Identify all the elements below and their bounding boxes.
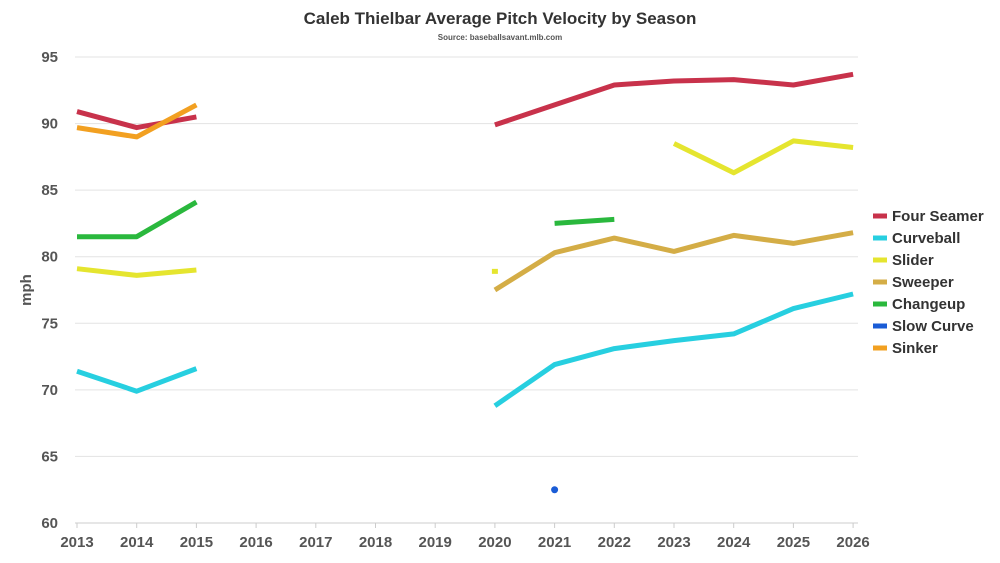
x-tick-label: 2020 <box>478 534 511 551</box>
y-tick-label: 95 <box>41 49 58 66</box>
legend: Four Seamer Curveball Slider Sweeper Changeu… <box>873 208 984 357</box>
series-group <box>76 71 854 494</box>
x-tick-label: 2022 <box>598 534 631 551</box>
legend-label: Sweeper <box>892 274 954 291</box>
legend-label: Slider <box>892 252 934 269</box>
series-line-curveball <box>76 366 198 394</box>
x-tick-label: 2026 <box>836 534 869 551</box>
x-tick-label: 2013 <box>60 534 93 551</box>
y-tick-label: 80 <box>41 249 58 266</box>
x-tick-label: 2023 <box>657 534 690 551</box>
x-tick-label: 2015 <box>180 534 213 551</box>
x-tick-label: 2016 <box>239 534 272 551</box>
x-tick-label: 2024 <box>717 534 751 551</box>
x-tick-label: 2019 <box>419 534 452 551</box>
series-line-changeup <box>554 216 615 226</box>
series-line-sinker <box>76 102 198 140</box>
legend-label: Curveball <box>892 230 960 247</box>
y-tick-label: 60 <box>41 515 58 532</box>
x-tick-label: 2025 <box>777 534 810 551</box>
legend-label: Sinker <box>892 340 938 357</box>
legend-label: Four Seamer <box>892 208 984 225</box>
y-tick-label: 85 <box>41 182 58 199</box>
series-line-curveball <box>493 291 854 408</box>
chart-title: Caleb Thielbar Average Pitch Velocity by… <box>304 9 697 28</box>
y-axis-label: mph <box>18 274 35 306</box>
grid <box>75 56 858 524</box>
x-axis-ticks: 2013 2014 2015 2016 2017 2018 2019 2020 2021 2022… <box>60 523 870 551</box>
chart-subtitle: Source: baseballsavant.mlb.com <box>438 33 563 42</box>
x-tick-label: 2018 <box>359 534 392 551</box>
y-axis-ticks: 60 65 70 75 80 85 90 95 <box>41 49 58 532</box>
y-tick-label: 90 <box>41 116 58 133</box>
x-tick-label: 2021 <box>538 534 571 551</box>
legend-label: Changeup <box>892 296 965 313</box>
series-line-four-seamer <box>76 109 197 131</box>
series-line-slider <box>672 138 854 176</box>
y-tick-label: 65 <box>41 448 58 465</box>
y-tick-label: 70 <box>41 382 58 399</box>
x-tick-label: 2017 <box>299 534 332 551</box>
series-point-slow-curve <box>551 486 559 494</box>
series-line-sweeper <box>493 230 854 293</box>
x-tick-label: 2014 <box>120 534 154 551</box>
y-tick-label: 75 <box>41 315 58 332</box>
legend-label: Slow Curve <box>892 318 974 335</box>
series-line-changeup <box>77 199 198 240</box>
series-line-slider <box>76 266 197 278</box>
series-line-four-seamer <box>494 71 854 128</box>
